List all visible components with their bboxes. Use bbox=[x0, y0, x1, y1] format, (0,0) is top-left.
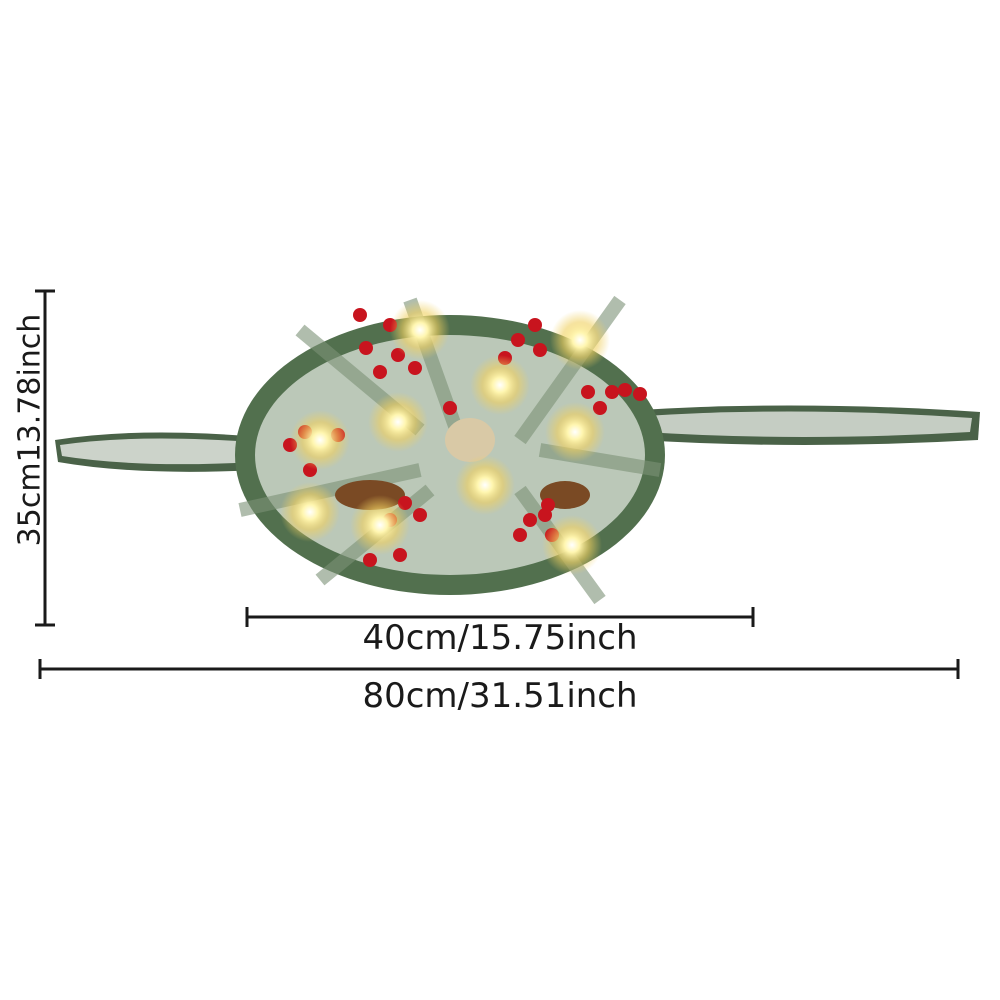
berry bbox=[523, 513, 537, 527]
berry bbox=[513, 528, 527, 542]
light-glow bbox=[542, 515, 602, 575]
berry bbox=[393, 548, 407, 562]
berry bbox=[618, 383, 632, 397]
berry bbox=[413, 508, 427, 522]
light-glow bbox=[550, 310, 610, 370]
center-width-label: 40cm/15.75inch bbox=[362, 618, 638, 658]
light-glow bbox=[280, 482, 340, 542]
light-glow bbox=[455, 455, 515, 515]
berry bbox=[353, 308, 367, 322]
berry bbox=[359, 341, 373, 355]
pinecone-white bbox=[445, 418, 495, 462]
berry bbox=[581, 385, 595, 399]
lights bbox=[280, 300, 610, 575]
garland-left-arm bbox=[55, 432, 290, 472]
berry bbox=[373, 365, 387, 379]
center-width-dimension-line bbox=[245, 607, 755, 627]
berry bbox=[363, 553, 377, 567]
berry bbox=[533, 343, 547, 357]
light-glow bbox=[390, 300, 450, 360]
berry bbox=[511, 333, 525, 347]
light-glow bbox=[545, 402, 605, 462]
total-width-dimension-line bbox=[38, 659, 960, 679]
berry bbox=[443, 401, 457, 415]
light-glow bbox=[470, 355, 530, 415]
light-glow bbox=[368, 392, 428, 452]
total-width-label: 80cm/31.51inch bbox=[362, 676, 638, 716]
light-glow bbox=[290, 410, 350, 470]
berry bbox=[605, 385, 619, 399]
light-glow bbox=[350, 495, 410, 555]
garland-right-arm bbox=[640, 405, 980, 445]
berry bbox=[633, 387, 647, 401]
berry bbox=[538, 508, 552, 522]
height-dimension-line bbox=[35, 289, 55, 627]
berry bbox=[408, 361, 422, 375]
height-label: 35cm13.78inch bbox=[12, 313, 48, 547]
berry bbox=[528, 318, 542, 332]
